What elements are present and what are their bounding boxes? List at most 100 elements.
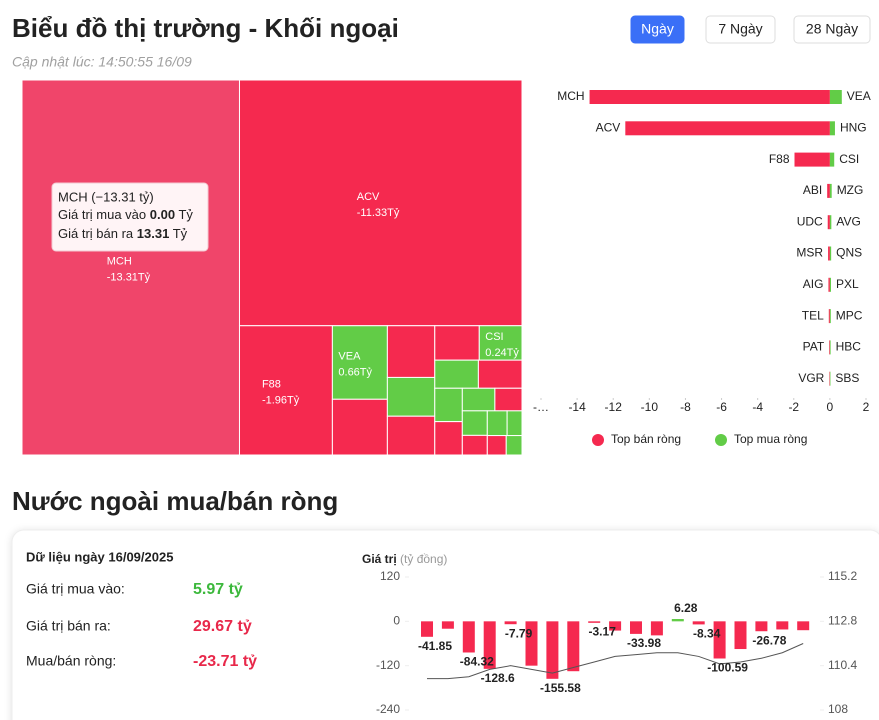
buy-bar <box>829 90 842 104</box>
treemap-tile <box>434 359 479 389</box>
buy-label: MZG <box>837 183 864 197</box>
sell-label: TEL <box>802 308 824 322</box>
net-chart: 120 0 -120 -240 115.2 112.8 110.4 108 -41.85 -84.… <box>376 569 857 716</box>
tile-value: -1.96Tỷ <box>262 394 300 406</box>
sell-label: PAT <box>803 340 825 354</box>
y-tick-label: -240 <box>376 702 400 716</box>
summary-label: Giá trị mua vào: <box>26 581 125 597</box>
bar <box>609 621 622 631</box>
treemap-tile <box>506 410 523 437</box>
tab-button[interactable] <box>630 15 685 44</box>
summary-value: 29.67 tỷ <box>193 618 252 635</box>
summary-label: Giá trị bán ra: <box>26 618 111 634</box>
summary-value: 5.97 tỷ <box>193 581 243 598</box>
treemap-tile <box>461 434 488 456</box>
treemap-tile <box>477 359 523 389</box>
sell-bar <box>794 152 830 167</box>
legend-label: Top bán ròng <box>611 432 681 446</box>
treemap-tile <box>434 421 463 456</box>
treemap-tile <box>494 387 523 412</box>
bar <box>734 621 747 650</box>
legend-swatch <box>715 434 727 446</box>
bar <box>713 621 726 659</box>
legend-label: Top mua ròng <box>734 432 807 446</box>
tooltip-line: Giá trị bán ra 13.31 Tỷ <box>58 226 188 241</box>
buy-label: PXL <box>836 277 859 291</box>
buy-bar <box>829 340 831 355</box>
buy-label: VEA <box>847 89 871 103</box>
tab-label[interactable]: Ngày <box>641 21 674 37</box>
sell-bar <box>828 277 830 292</box>
updated-time: Cập nhật lúc: 14:50:55 16/09 <box>12 54 192 70</box>
sell-bar <box>589 90 830 104</box>
tab-button[interactable] <box>705 15 776 44</box>
sell-label: F88 <box>769 152 790 166</box>
tooltip-line: Giá trị mua vào 0.00 Tỷ <box>58 207 193 222</box>
treemap-tile <box>238 79 523 327</box>
bar-value-label: 6.28 <box>674 601 698 615</box>
bar <box>462 621 475 653</box>
treemap-tile <box>386 325 436 378</box>
section-title: Nước ngoài mua/bán ròng <box>12 486 338 516</box>
buy-bar <box>829 246 832 261</box>
tab-label[interactable]: 28 Ngày <box>806 21 858 37</box>
x-tick-label: 0 <box>827 400 834 414</box>
bar <box>650 621 663 636</box>
sell-label: MSR <box>796 246 823 260</box>
x-tick-label: -14 <box>568 400 586 414</box>
tile-name: ACV <box>357 191 380 203</box>
bar <box>421 621 433 637</box>
tile-value: -11.33Tỷ <box>357 207 400 219</box>
tabs: Ngày 7 Ngày 28 Ngày <box>630 15 871 44</box>
treemap-tile <box>478 325 523 361</box>
x-tick-label: -4 <box>752 400 763 414</box>
sell-label: VGR <box>798 371 824 385</box>
buy-bar <box>829 309 831 324</box>
bar-value-label: -155.58 <box>540 681 581 695</box>
bar <box>504 621 517 625</box>
bar <box>567 621 580 672</box>
tile-name: CSI <box>485 331 503 343</box>
y2-tick-label: 108 <box>828 702 848 716</box>
sell-label: MCH <box>557 89 584 103</box>
summary-value: -23.71 tỷ <box>193 653 257 670</box>
treemap-tile <box>505 435 523 456</box>
sell-label: UDC <box>797 214 823 228</box>
treemap-tile <box>386 415 436 456</box>
bar-value-label: -8.34 <box>693 627 721 641</box>
line <box>427 643 804 680</box>
treemap-tile <box>486 410 508 437</box>
sell-label: ABI <box>803 183 822 197</box>
bar-value-label: -7.79 <box>505 626 533 640</box>
buy-label: SBS <box>835 371 859 385</box>
summary: Giá trị mua vào: 5.97 tỷ Giá trị bán ra: 29… <box>26 581 257 671</box>
bar <box>441 621 454 629</box>
treemap-tile <box>461 410 488 436</box>
bar <box>588 621 601 623</box>
buy-bar <box>829 121 835 136</box>
y-label: Giá trị (tỷ đồng) <box>362 552 447 566</box>
tile-name: F88 <box>262 378 281 390</box>
sell-bar <box>829 371 830 386</box>
tab-button[interactable] <box>793 15 871 44</box>
sell-label: AIG <box>803 277 824 291</box>
sell-bar <box>625 121 830 136</box>
bar-value-label: -100.59 <box>707 661 748 675</box>
buy-bar <box>829 183 832 198</box>
y-tick-label: -120 <box>376 658 400 672</box>
treemap-tile <box>21 79 240 456</box>
tile-value: 0.24Tỷ <box>485 347 519 359</box>
bar <box>692 621 705 625</box>
bar <box>483 621 496 669</box>
bar-value-label: -26.78 <box>752 633 786 647</box>
tooltip: MCH (−13.31 tỷ) Giá trị mua vào 0.00 Tỷ … <box>51 182 209 252</box>
treemap-tile <box>331 398 388 456</box>
bar-value-label: -128.6 <box>481 671 515 685</box>
bar <box>671 619 684 622</box>
bar <box>546 621 559 679</box>
summary-date: Dữ liệu ngày 16/09/2025 <box>26 549 173 564</box>
y2-tick-label: 112.8 <box>828 614 857 628</box>
tab-label[interactable]: 7 Ngày <box>718 21 762 37</box>
x-tick-label: -… <box>533 400 549 414</box>
treemap-tile <box>238 325 333 456</box>
